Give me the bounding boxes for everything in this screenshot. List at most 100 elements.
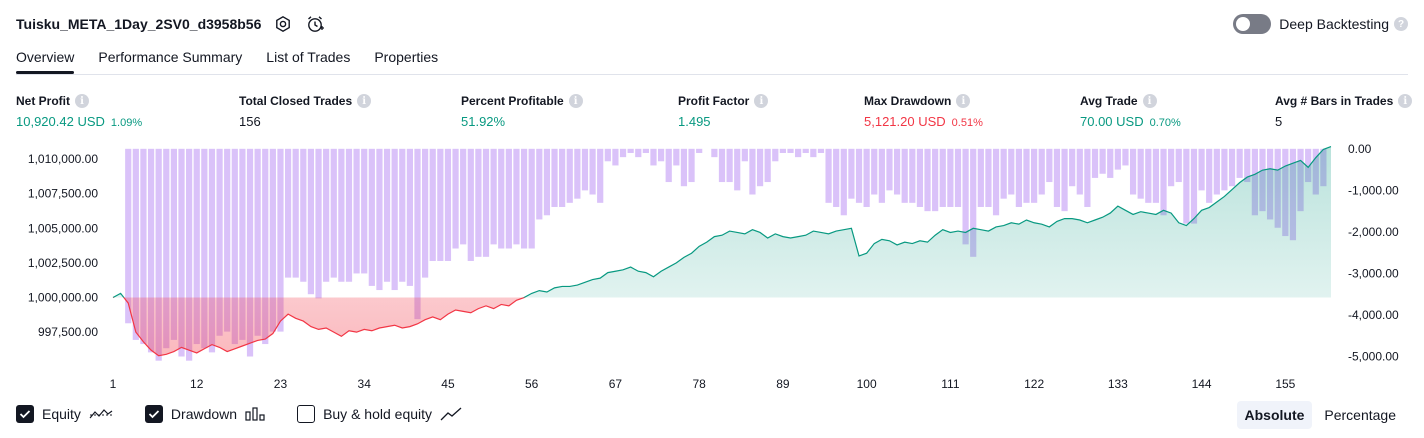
x-axis-tick-label: 34 <box>358 377 372 391</box>
drawdown-bar <box>444 148 452 261</box>
x-axis-tick-label: 111 <box>941 377 960 391</box>
drawdown-bar <box>1076 148 1083 195</box>
percentage-button[interactable]: Percentage <box>1324 407 1396 423</box>
buy-hold-checkbox[interactable] <box>297 405 316 423</box>
legend-buy-hold[interactable]: Buy & hold equity <box>297 405 462 423</box>
x-axis-tick-label: 155 <box>1275 377 1295 391</box>
metric-percent: 1.09% <box>110 117 143 129</box>
left-axis-tick-label: 1,010,000.00 <box>28 152 98 166</box>
drawdown-checkbox[interactable] <box>144 405 163 423</box>
drawdown-bar <box>589 148 596 195</box>
drawdown-bar <box>871 148 878 195</box>
metric-avg-trade: Avg Trade i 70.00 USD 0.70% <box>1080 93 1181 129</box>
drawdown-bar <box>650 148 657 166</box>
metric-profit-factor: Profit Factor i 1.495 <box>678 93 769 129</box>
info-icon[interactable]: i <box>1398 94 1413 108</box>
legend-equity[interactable]: Equity <box>16 405 113 423</box>
info-icon[interactable]: i <box>568 94 583 108</box>
drawdown-bar <box>452 148 459 249</box>
drawdown-bar <box>1091 148 1099 178</box>
drawdown-bar <box>696 148 703 153</box>
alert-clock-icon[interactable] <box>305 14 325 34</box>
tab-properties[interactable]: Properties <box>374 49 439 65</box>
info-icon[interactable]: i <box>357 94 372 108</box>
info-icon[interactable]: i <box>956 94 971 108</box>
tab-performance-summary[interactable]: Performance Summary <box>98 49 243 65</box>
equity-drawdown-chart[interactable]: 1,010,000.00 1,007,500.00 1,005,000.00 1,00… <box>0 140 1424 396</box>
drawdown-bar <box>985 148 992 207</box>
drawdown-bar <box>992 148 1000 216</box>
drawdown-bar <box>1038 148 1045 195</box>
display-mode-switch: Absolute Percentage <box>1236 401 1405 429</box>
drawdown-bar <box>619 148 627 158</box>
absolute-button[interactable]: Absolute <box>1236 401 1313 429</box>
equity-checkbox[interactable] <box>16 405 34 423</box>
tab-list-of-trades[interactable]: List of Trades <box>266 49 351 65</box>
metric-label: Profit Factor <box>678 94 750 108</box>
drawdown-bar <box>627 148 634 153</box>
drawdown-bar <box>292 148 299 278</box>
drawdown-bar <box>361 148 368 274</box>
drawdown-bar <box>657 148 665 162</box>
x-axis-tick-label: 100 <box>857 377 877 391</box>
deep-backtesting-toggle[interactable] <box>1233 14 1272 34</box>
legend-drawdown-label: Drawdown <box>170 406 238 422</box>
drawdown-bar <box>193 148 200 345</box>
right-axis-tick-label: -1,000.00 <box>1348 183 1399 197</box>
drawdown-bar <box>528 148 535 249</box>
info-icon[interactable]: i <box>1142 94 1157 108</box>
drawdown-bar <box>520 148 528 249</box>
drawdown-bar <box>787 148 794 153</box>
drawdown-bar <box>437 148 444 261</box>
drawdown-bar <box>246 148 254 357</box>
drawdown-bars-icon <box>245 407 265 421</box>
drawdown-bar <box>155 148 162 361</box>
metric-value: 70.00 USD <box>1080 114 1144 129</box>
drawdown-bar <box>1305 148 1312 183</box>
drawdown-bar <box>977 148 984 207</box>
left-axis-tick-label: 1,002,500.00 <box>28 256 98 270</box>
tab-overview[interactable]: Overview <box>16 46 75 74</box>
drawdown-bar <box>186 148 193 361</box>
info-icon[interactable]: i <box>75 94 89 108</box>
metric-percent: 0.70% <box>1149 117 1181 129</box>
drawdown-bar <box>269 148 276 332</box>
help-icon[interactable]: ? <box>1394 17 1408 31</box>
buy-hold-line-icon <box>440 407 462 421</box>
drawdown-bar <box>840 148 847 216</box>
drawdown-bar <box>559 148 566 207</box>
drawdown-bar <box>376 148 383 291</box>
drawdown-bar <box>635 148 642 158</box>
left-axis-tick-label: 1,005,000.00 <box>28 221 98 235</box>
metric-label: Max Drawdown <box>864 94 952 108</box>
drawdown-bar <box>916 148 924 207</box>
drawdown-bar <box>429 148 436 261</box>
metric-avg-bars-in-trades: Avg # Bars in Trades i 5 <box>1275 93 1413 129</box>
drawdown-bar <box>1023 148 1030 203</box>
drawdown-bar <box>893 148 901 195</box>
legend-equity-label: Equity <box>42 406 81 422</box>
metric-label: Total Closed Trades <box>239 94 353 108</box>
legend-drawdown[interactable]: Drawdown <box>144 405 265 423</box>
drawdown-bar <box>543 148 551 216</box>
info-icon[interactable]: i <box>754 94 769 108</box>
metric-percent: 0.51% <box>951 117 983 129</box>
drawdown-bar <box>962 148 969 245</box>
drawdown-bar <box>734 148 741 191</box>
settings-icon[interactable] <box>273 14 293 34</box>
right-axis-tick-label: -4,000.00 <box>1348 308 1399 322</box>
x-axis-tick-label: 144 <box>1192 377 1212 391</box>
drawdown-bar <box>604 148 611 162</box>
drawdown-bar <box>467 148 474 261</box>
legend-buy-hold-label: Buy & hold equity <box>323 406 433 422</box>
tabs-divider <box>16 74 1408 75</box>
drawdown-bar <box>1198 148 1205 191</box>
drawdown-bar <box>711 148 718 158</box>
drawdown-bar <box>1107 148 1114 178</box>
drawdown-bar <box>475 148 482 257</box>
x-axis-tick-label: 78 <box>692 377 706 391</box>
right-axis-tick-label: -5,000.00 <box>1348 350 1399 364</box>
right-axis-tick-label: -3,000.00 <box>1348 266 1399 280</box>
metric-value: 5,121.20 USD <box>864 114 946 129</box>
drawdown-bar <box>1168 148 1175 187</box>
